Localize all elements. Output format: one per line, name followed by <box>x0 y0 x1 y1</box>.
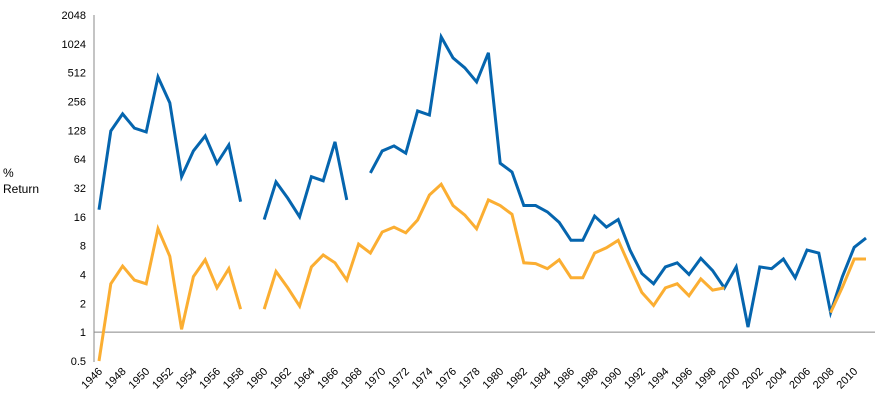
y-tick-label: 1024 <box>62 39 86 51</box>
x-tick-label: 2008 <box>811 366 837 392</box>
x-tick-label: 1998 <box>693 366 719 392</box>
x-tick-label: 1980 <box>481 366 507 392</box>
y-tick-label: 2 <box>80 298 86 310</box>
y-tick-label: 32 <box>74 183 86 195</box>
x-tick-label: 1974 <box>410 366 436 392</box>
x-tick-label: 1990 <box>599 366 625 392</box>
x-tick-label: 1946 <box>79 366 105 392</box>
series-2-line <box>829 257 866 314</box>
series-2-line <box>262 181 725 310</box>
y-tick-label: 4 <box>80 270 86 282</box>
series-1-line <box>97 72 243 210</box>
y-tick-label: 128 <box>68 125 86 137</box>
x-tick-label: 1976 <box>433 366 459 392</box>
y-tick-label: 0.5 <box>71 356 86 368</box>
x-tick-label: 2010 <box>835 366 861 392</box>
series-2-line <box>97 223 243 362</box>
y-tick-label: 8 <box>80 241 86 253</box>
x-tick-label: 2006 <box>787 366 813 392</box>
x-tick-label: 1988 <box>575 366 601 392</box>
x-tick-label: 1994 <box>646 366 672 392</box>
x-tick-label: 1972 <box>386 366 412 392</box>
x-tick-label: 1996 <box>669 366 695 392</box>
x-tick-label: 1960 <box>245 366 271 392</box>
x-tick-label: 1958 <box>221 366 247 392</box>
y-axis-label-line1: % <box>3 166 14 180</box>
x-tick-label: 1948 <box>103 366 129 392</box>
y-tick-label: 256 <box>68 97 86 109</box>
x-tick-label: 1992 <box>622 366 648 392</box>
x-tick-label: 1978 <box>457 366 483 392</box>
series-1-line <box>369 32 867 328</box>
y-tick-label: 64 <box>74 154 86 166</box>
x-tick-label: 2004 <box>764 366 790 392</box>
y-tick-label: 512 <box>68 68 86 80</box>
x-tick-label: 1982 <box>504 366 530 392</box>
x-tick-label: 2002 <box>740 366 766 392</box>
y-axis-label-line2: Return <box>3 182 39 196</box>
x-tick-label: 1970 <box>363 366 389 392</box>
x-tick-label: 2000 <box>717 366 743 392</box>
x-tick-label: 1966 <box>315 366 341 392</box>
x-tick-label: 1964 <box>292 366 318 392</box>
x-tick-label: 1952 <box>150 366 176 392</box>
y-tick-label: 2048 <box>62 10 86 22</box>
x-tick-label: 1954 <box>174 366 200 392</box>
x-tick-label: 1950 <box>127 366 153 392</box>
x-tick-label: 1968 <box>339 366 365 392</box>
x-tick-label: 1986 <box>551 366 577 392</box>
x-tick-label: 1962 <box>268 366 294 392</box>
x-tick-label: 1984 <box>528 366 554 392</box>
x-tick-label: 1956 <box>197 366 223 392</box>
y-tick-label: 1 <box>80 327 86 339</box>
series-1-line <box>262 141 349 221</box>
y-tick-label: 16 <box>74 212 86 224</box>
